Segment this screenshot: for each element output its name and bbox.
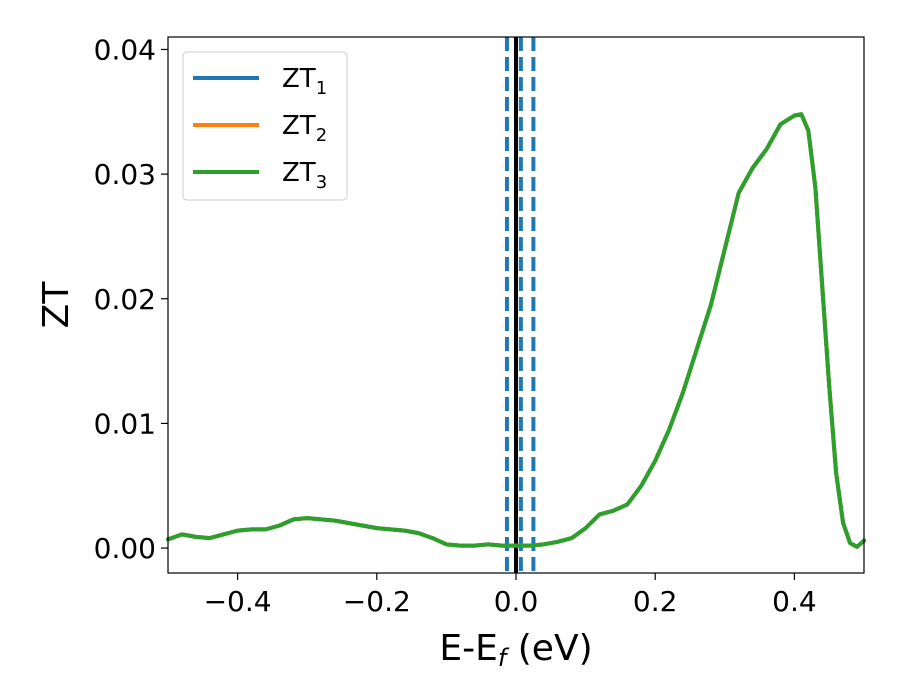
x-axis-label-unit: (eV) bbox=[506, 628, 592, 669]
series-line-zt3 bbox=[166, 112, 866, 549]
vertical-reference-lines bbox=[504, 37, 536, 573]
legend: ZT1 ZT2 ZT3 bbox=[182, 51, 348, 201]
y-ticks: 0.00 0.01 0.02 0.03 0.04 bbox=[94, 33, 168, 565]
y-tick-label: 0.02 bbox=[94, 283, 156, 316]
legend-label-zt2: ZT2 bbox=[282, 111, 327, 146]
x-axis-label: E-Ef (eV) bbox=[439, 628, 592, 672]
legend-label-zt3: ZT3 bbox=[282, 158, 327, 193]
x-tick-label: −0.4 bbox=[204, 585, 272, 618]
y-tick-label: 0.00 bbox=[94, 532, 156, 565]
y-tick-label: 0.04 bbox=[94, 33, 156, 66]
x-tick-label: 0.0 bbox=[494, 585, 539, 618]
x-tick-label: −0.2 bbox=[343, 585, 411, 618]
y-axis-label: ZT bbox=[36, 281, 77, 329]
x-tick-label: 0.4 bbox=[772, 585, 817, 618]
y-tick-label: 0.01 bbox=[94, 407, 156, 440]
legend-label-zt1: ZT1 bbox=[282, 64, 327, 99]
x-tick-label: 0.2 bbox=[633, 585, 678, 618]
series-lines bbox=[166, 112, 866, 549]
y-tick-label: 0.03 bbox=[94, 158, 156, 191]
x-ticks: −0.4 −0.2 0.0 0.2 0.4 bbox=[204, 573, 817, 618]
legend-box bbox=[182, 51, 348, 201]
